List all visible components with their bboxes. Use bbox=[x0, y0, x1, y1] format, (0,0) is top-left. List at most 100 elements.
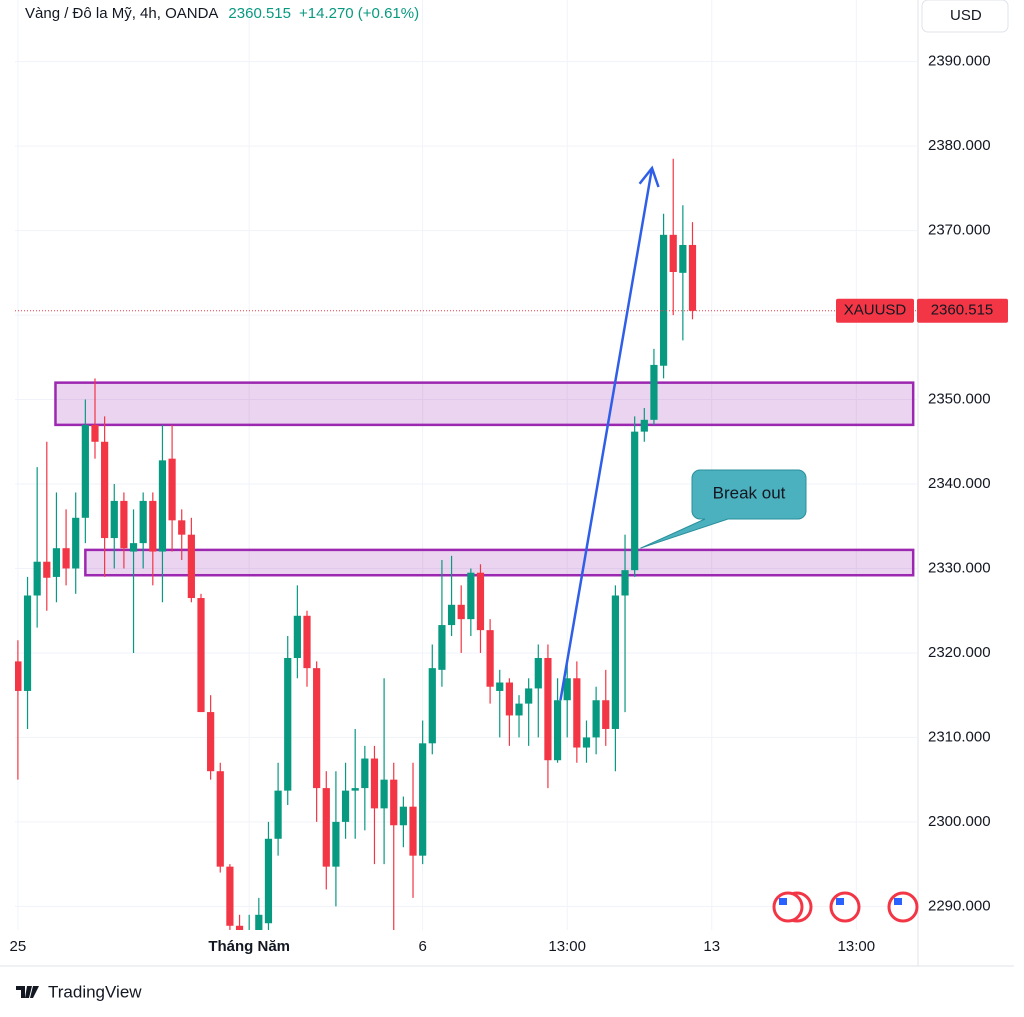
candle-body bbox=[679, 244, 687, 273]
candle-body bbox=[640, 419, 648, 432]
y-tick-label: 2350.000 bbox=[928, 391, 991, 408]
candle-body bbox=[659, 234, 668, 366]
candle-body bbox=[370, 758, 379, 809]
candle-body bbox=[602, 700, 610, 729]
header: Vàng / Đô la Mỹ, 4h, OANDA 2360.515 +14.27… bbox=[25, 5, 419, 22]
trend-arrow bbox=[559, 167, 654, 701]
candle-body bbox=[178, 520, 186, 535]
candle-body bbox=[322, 788, 330, 867]
candle-body bbox=[476, 572, 485, 631]
candle-body bbox=[139, 500, 147, 544]
callout-box bbox=[640, 469, 807, 549]
y-tick-label: 2290.000 bbox=[928, 897, 991, 914]
candle-body bbox=[284, 658, 292, 791]
x-tick-label: 25 bbox=[10, 938, 27, 955]
candle-body bbox=[15, 661, 22, 691]
candle-body bbox=[573, 678, 581, 748]
candle-body bbox=[158, 460, 167, 552]
y-tick-label: 2390.000 bbox=[928, 53, 991, 70]
x-tick-label: 13:00 bbox=[548, 938, 586, 955]
x-tick-label: 13:00 bbox=[838, 938, 876, 955]
candle-body bbox=[505, 682, 513, 716]
candle-body bbox=[467, 572, 475, 620]
candle-body bbox=[264, 838, 273, 924]
candle-body bbox=[23, 595, 32, 691]
candle-body bbox=[274, 790, 282, 839]
candle-body bbox=[457, 604, 465, 620]
currency-label[interactable]: USD bbox=[950, 7, 982, 24]
candle-body bbox=[81, 424, 89, 518]
y-tick-label: 2320.000 bbox=[928, 644, 991, 661]
symbol-title: Vàng / Đô la Mỹ, 4h, OANDA bbox=[25, 5, 218, 22]
candle-body bbox=[33, 561, 41, 596]
candle-body bbox=[235, 925, 244, 930]
price-tag-label: 2360.515 bbox=[931, 302, 994, 319]
candle-body bbox=[332, 821, 340, 867]
y-tick-label: 2330.000 bbox=[928, 559, 991, 576]
candle-body bbox=[120, 500, 128, 549]
y-tick-label: 2370.000 bbox=[928, 222, 991, 239]
candle-body bbox=[62, 548, 70, 569]
candle-body bbox=[688, 244, 697, 311]
header-price: 2360.515 bbox=[228, 5, 291, 22]
x-tick-label: Tháng Năm bbox=[208, 938, 290, 955]
candle-body bbox=[149, 500, 157, 552]
currency-button[interactable] bbox=[921, 0, 1009, 33]
candle-body bbox=[582, 737, 591, 748]
overlay: 2290.000 2300.000 2310.000 2320.000 2330.000… bbox=[10, 53, 1008, 955]
candle-body bbox=[428, 668, 436, 744]
y-tick-label: 2340.000 bbox=[928, 475, 991, 492]
candle-body bbox=[438, 625, 446, 670]
plot bbox=[15, 158, 918, 930]
event-flags[interactable] bbox=[772, 891, 919, 923]
price-tag bbox=[917, 298, 1008, 323]
candle-body bbox=[563, 678, 571, 701]
candle-body bbox=[669, 234, 677, 272]
callout-text: Break out bbox=[713, 483, 786, 502]
candle-body bbox=[399, 806, 407, 826]
brand-name: TradingView bbox=[48, 982, 142, 1001]
candle-body bbox=[611, 595, 619, 729]
candle-body bbox=[525, 688, 533, 704]
candle-body bbox=[52, 548, 61, 577]
candle-body bbox=[313, 668, 321, 789]
x-tick-label: 6 bbox=[418, 938, 426, 955]
candle-body bbox=[72, 517, 80, 569]
candle-body bbox=[255, 914, 263, 930]
candle-body bbox=[91, 424, 99, 442]
candle-body bbox=[101, 441, 109, 539]
candle-body bbox=[216, 771, 224, 867]
candle-body bbox=[226, 866, 234, 926]
grid bbox=[15, 0, 918, 930]
candle-body bbox=[544, 658, 552, 761]
candle-body bbox=[390, 779, 398, 826]
candle-body bbox=[197, 598, 205, 713]
candle-body bbox=[496, 682, 504, 691]
candle-body bbox=[631, 431, 639, 571]
header-change: +14.270 (+0.61%) bbox=[299, 5, 419, 22]
x-tick-label: 13 bbox=[703, 938, 720, 955]
candle-body bbox=[447, 604, 456, 626]
candle-body bbox=[43, 561, 51, 578]
candle-body bbox=[110, 500, 118, 539]
y-tick-label: 2300.000 bbox=[928, 813, 991, 830]
symbol-tag-label: XAUUSD bbox=[844, 302, 907, 319]
candle-body bbox=[293, 615, 301, 659]
candle-body bbox=[515, 703, 523, 716]
symbol-tag bbox=[836, 298, 914, 323]
candle-body bbox=[409, 806, 417, 856]
zone bbox=[54, 381, 915, 427]
brand-logo bbox=[16, 986, 39, 998]
candle-body bbox=[553, 700, 562, 761]
candle-body bbox=[341, 790, 350, 822]
candle-body bbox=[207, 712, 215, 772]
candle-body bbox=[303, 615, 311, 669]
candle-body bbox=[380, 779, 388, 809]
arrow-head bbox=[638, 165, 660, 188]
zone bbox=[84, 548, 915, 577]
candle-body bbox=[534, 658, 542, 689]
candle-body bbox=[129, 543, 138, 552]
candle-body bbox=[592, 700, 600, 738]
candle-body bbox=[650, 364, 658, 420]
